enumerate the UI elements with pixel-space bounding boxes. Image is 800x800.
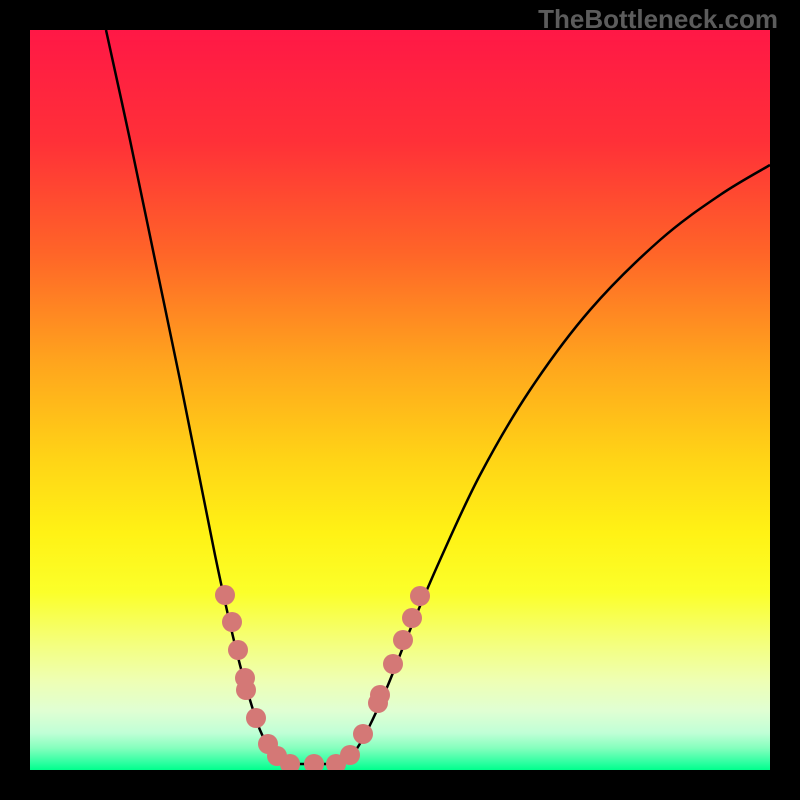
- marker-left: [246, 708, 266, 728]
- marker-right: [340, 745, 360, 765]
- marker-left: [236, 680, 256, 700]
- chart-container: TheBottleneck.com: [0, 0, 800, 800]
- watermark-text: TheBottleneck.com: [538, 4, 778, 35]
- marker-right: [370, 685, 390, 705]
- marker-right: [383, 654, 403, 674]
- marker-bottom: [280, 754, 300, 774]
- marker-right: [353, 724, 373, 744]
- marker-bottom: [304, 754, 324, 774]
- marker-left: [222, 612, 242, 632]
- marker-right: [410, 586, 430, 606]
- marker-right: [402, 608, 422, 628]
- curve-svg: [0, 0, 800, 800]
- marker-left: [215, 585, 235, 605]
- curve-left-branch: [106, 30, 282, 764]
- marker-left: [228, 640, 248, 660]
- curve-right-branch: [344, 165, 770, 764]
- marker-right: [393, 630, 413, 650]
